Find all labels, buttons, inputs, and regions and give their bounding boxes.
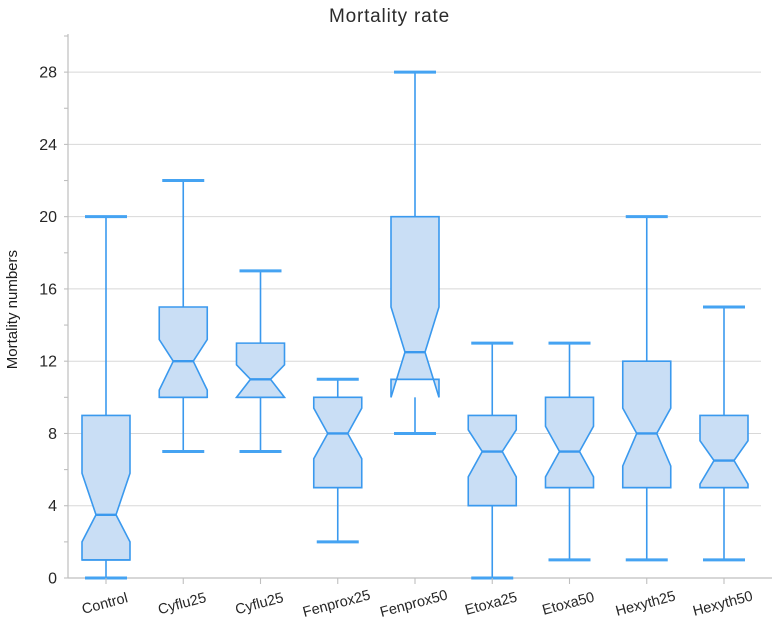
y-tick-label: 24 (39, 137, 57, 154)
box-group-fenprox50-4 (390, 70, 440, 435)
y-tick-label: 28 (39, 65, 57, 82)
y-tick-label: 20 (39, 209, 57, 226)
box-body (699, 414, 749, 489)
x-tick-label: Cyflu25 (156, 590, 208, 618)
box-group-control-0 (81, 215, 131, 580)
box-group-cyflu25-1 (158, 179, 209, 454)
x-tick-label: Fenprox50 (378, 587, 449, 620)
box-group-hexyth50-8 (699, 305, 749, 562)
box-group-etoxa25-5 (467, 341, 518, 580)
x-tick-label: Etoxa25 (463, 590, 519, 619)
box-body (158, 306, 209, 399)
box-body (312, 396, 363, 489)
y-tick-label: 0 (48, 571, 57, 588)
box-group-hexyth25-7 (621, 215, 672, 562)
x-axis-labels: Control Cyflu25 Cyflu25 Fenprox25 Fenprox50 E… (80, 578, 755, 621)
box-body (544, 396, 595, 489)
box-group-etoxa50-6 (544, 341, 595, 562)
axes (64, 34, 772, 579)
x-tick-label: Hexyth25 (614, 588, 677, 619)
x-tick-label: Hexyth50 (691, 588, 754, 619)
x-tick-label: Cyflu25 (234, 590, 286, 618)
box-body (390, 215, 440, 398)
box-body (467, 414, 518, 507)
x-tick-label: Etoxa50 (541, 590, 597, 619)
x-tick-label: Fenprox25 (301, 587, 372, 620)
box-body (81, 414, 131, 561)
box-group-cyflu25-2 (234, 269, 287, 454)
y-tick-label: 12 (39, 354, 57, 371)
y-tick-label: 4 (48, 498, 57, 515)
box-body (621, 360, 672, 489)
y-tick-label: 8 (48, 426, 57, 443)
box-body (234, 342, 287, 399)
box-group-fenprox25-3 (312, 377, 363, 544)
x-tick-label: Control (80, 590, 129, 618)
chart-title: Mortality rate (328, 6, 450, 27)
y-tick-label: 16 (39, 281, 57, 298)
y-tick-labels: 0 4 8 12 16 20 24 28 (39, 65, 57, 588)
